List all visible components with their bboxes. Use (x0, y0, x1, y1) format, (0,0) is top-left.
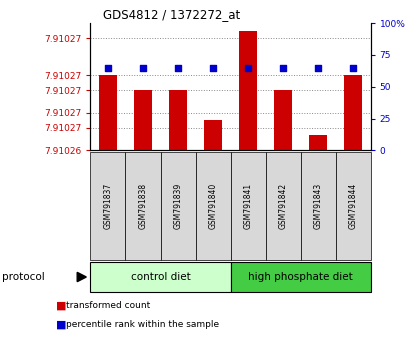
Text: GSM791838: GSM791838 (139, 183, 147, 229)
Text: GSM791844: GSM791844 (349, 183, 358, 229)
Point (315, 65, 321, 70)
Point (140, 65, 146, 70)
Text: GSM791837: GSM791837 (103, 183, 112, 229)
Bar (134, 91, 152, 150)
Text: protocol: protocol (2, 272, 45, 282)
Text: percentile rank within the sample: percentile rank within the sample (66, 320, 220, 329)
Text: GSM791841: GSM791841 (244, 183, 253, 229)
Bar (204, 120, 222, 150)
Point (175, 65, 181, 70)
Text: GSM791840: GSM791840 (208, 183, 217, 229)
Text: high phosphate diet: high phosphate diet (248, 272, 353, 282)
Polygon shape (77, 272, 86, 282)
Point (280, 65, 286, 70)
Bar (239, 30, 257, 150)
Text: GDS4812 / 1372272_at: GDS4812 / 1372272_at (103, 8, 240, 21)
Text: transformed count: transformed count (66, 301, 151, 310)
Bar (344, 75, 362, 150)
Bar (274, 91, 292, 150)
Point (245, 65, 251, 70)
Point (350, 65, 356, 70)
Bar (169, 91, 187, 150)
Bar (309, 136, 327, 150)
Bar (99, 75, 117, 150)
Text: GSM791842: GSM791842 (278, 183, 288, 229)
Text: control diet: control diet (131, 272, 190, 282)
Text: GSM791839: GSM791839 (173, 183, 183, 229)
Text: GSM791843: GSM791843 (314, 183, 322, 229)
Text: ■: ■ (56, 300, 66, 310)
Text: ■: ■ (56, 320, 66, 330)
Point (105, 65, 111, 70)
Point (210, 65, 216, 70)
